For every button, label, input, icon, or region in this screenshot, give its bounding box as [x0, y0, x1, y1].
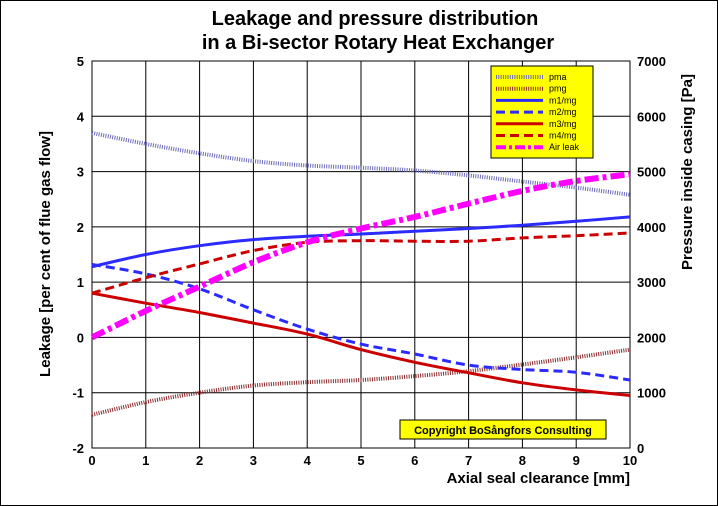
y-right-tick-label: 6000: [637, 109, 666, 124]
legend-label-pma: pma: [549, 72, 567, 82]
series-line-pmg: [91, 347, 631, 417]
legend-label-m1-mg: m1/mg: [549, 95, 577, 105]
y-right-tick-label: 7000: [637, 54, 666, 69]
series-lines: [90, 130, 631, 417]
copyright-box: Copyright BoSångfors Consulting: [399, 419, 607, 440]
legend-label-pmg: pmg: [549, 84, 567, 94]
x-tick-label: 6: [411, 453, 418, 468]
chart-title-line2: in a Bi-sector Rotary Heat Exchanger: [202, 32, 555, 54]
x-tick-label: 0: [88, 453, 95, 468]
x-tick-label: 1: [142, 453, 149, 468]
x-tick-label: 2: [196, 453, 203, 468]
copyright-text: Copyright BoSångfors Consulting: [414, 425, 592, 437]
x-tick-labels: 0 1 2 3 4 5 6 7 8 9 10: [88, 453, 637, 468]
x-tick-label: 10: [623, 453, 637, 468]
y-right-tick-labels: 0 1000 2000 3000 4000 5000 6000 7000: [637, 54, 666, 456]
y-left-tick-label: 1: [77, 275, 84, 290]
y-left-tick-label: -1: [72, 386, 84, 401]
y-right-axis-label: Pressure inside casing [Pa]: [679, 74, 696, 270]
plot-border: [91, 60, 631, 449]
y-left-tick-label: 5: [77, 54, 84, 69]
y-right-tick-label: 4000: [637, 220, 666, 235]
series-line-m4-mg: [91, 231, 631, 295]
x-tick-label: 8: [519, 453, 526, 468]
series-line-m1-mg: [91, 215, 631, 269]
series-line-m3-mg: [91, 291, 631, 397]
y-left-tick-label: 4: [77, 109, 85, 124]
x-tick-label: 3: [250, 453, 257, 468]
y-left-tick-label: 3: [77, 165, 84, 180]
y-left-tick-label: -2: [72, 441, 84, 456]
legend-label-m4-mg: m4/mg: [549, 131, 577, 141]
y-right-tick-label: 0: [637, 441, 644, 456]
legend-label-air-leak: Air leak: [549, 142, 580, 152]
y-left-tick-label: 0: [77, 330, 84, 345]
series-line-pma: [91, 130, 631, 197]
legend-label-m2-mg: m2/mg: [549, 107, 577, 117]
x-tick-label: 4: [304, 453, 312, 468]
x-tick-label: 9: [573, 453, 580, 468]
series-line-m2-mg: [91, 263, 631, 382]
x-axis-label: Axial seal clearance [mm]: [447, 470, 630, 487]
y-right-tick-label: 5000: [637, 165, 666, 180]
copyright-background: [399, 419, 607, 440]
y-left-tick-labels: -2 -1 0 1 2 3 4 5: [72, 54, 84, 456]
series-line-air-leak: [90, 171, 631, 341]
y-left-axis-label: Leakage [per cent of flue gas flow]: [37, 131, 54, 377]
y-right-tick-label: 2000: [637, 330, 666, 345]
chart-title-line1: Leakage and pressure distribution: [212, 8, 539, 30]
x-tick-label: 7: [465, 453, 472, 468]
legend-label-m3-mg: m3/mg: [549, 119, 577, 129]
y-left-tick-label: 2: [77, 220, 84, 235]
y-right-tick-label: 1000: [637, 386, 666, 401]
y-right-tick-label: 3000: [637, 275, 666, 290]
x-tick-label: 5: [357, 453, 364, 468]
